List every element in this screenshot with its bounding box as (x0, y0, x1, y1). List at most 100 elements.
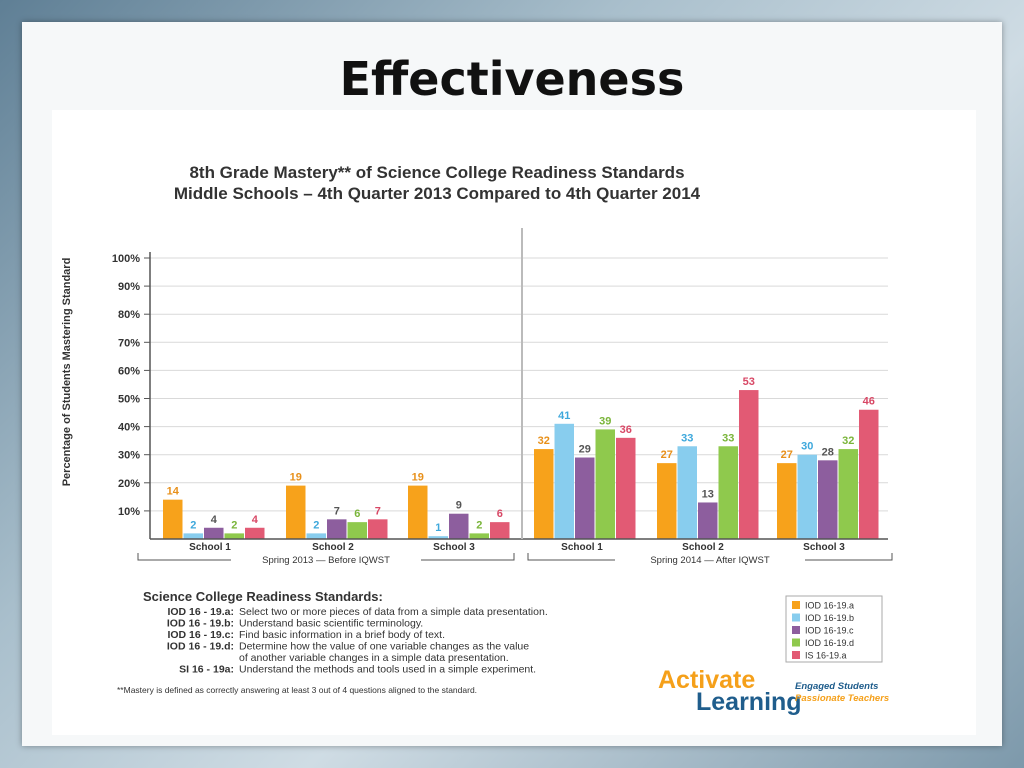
standard-code: SI 16 - 19a: (179, 664, 234, 676)
bar (718, 446, 738, 539)
legend-swatch (792, 601, 800, 609)
standards-title: Science College Readiness Standards: (143, 589, 383, 604)
y-tick-label: 30% (118, 450, 140, 462)
data-label: 19 (290, 472, 302, 484)
standard-code: IOD 16 - 19.c: (167, 629, 234, 641)
legend-label: IOD 16-19.a (805, 601, 854, 611)
y-tick-label: 40% (118, 422, 140, 434)
data-label: 33 (681, 432, 693, 444)
data-label: 6 (354, 508, 360, 520)
category-label: School 3 (803, 542, 845, 553)
standard-description: Understand the methods and tools used in… (239, 664, 536, 676)
y-tick-label: 90% (118, 281, 140, 293)
data-label: 33 (722, 432, 734, 444)
data-label: 41 (558, 410, 570, 422)
y-tick-label: 80% (118, 309, 140, 321)
bar (469, 533, 489, 539)
legend-label: IS 16-19.a (805, 651, 847, 661)
standard-description: Understand basic scientific terminology. (239, 618, 423, 630)
bar (698, 502, 718, 539)
legend-swatch (792, 613, 800, 622)
chart-subtitle: Middle Schools – 4th Quarter 2013 Compar… (174, 184, 701, 203)
logo-word-learning: Learning (696, 688, 802, 716)
bar (347, 522, 367, 539)
bar (818, 460, 838, 539)
data-label: 1 (435, 522, 441, 534)
legend-label: IOD 16-19.c (805, 626, 854, 636)
bar (777, 463, 797, 539)
bar (306, 533, 326, 539)
period-label: Spring 2013 — Before IQWST (262, 555, 390, 566)
legend-label: IOD 16-19.d (805, 638, 854, 648)
category-label: School 1 (561, 542, 603, 553)
bar (286, 485, 306, 539)
category-label: School 2 (682, 542, 724, 553)
logo-tagline-2: Passionate Teachers (795, 693, 889, 704)
y-tick-label: 50% (118, 394, 140, 406)
standard-description: Determine how the value of one variable … (239, 641, 529, 653)
bar (797, 454, 817, 539)
y-tick-label: 20% (118, 478, 140, 490)
legend-box (785, 595, 883, 663)
data-label: 36 (620, 424, 632, 436)
data-label: 2 (313, 519, 319, 531)
data-label: 27 (661, 449, 673, 461)
legend-label: IOD 16-19.b (805, 613, 854, 623)
data-label: 4 (252, 514, 259, 526)
standard-code: IOD 16 - 19.b: (167, 618, 234, 630)
legend-swatch (792, 638, 800, 647)
bar (490, 522, 510, 539)
data-label: 2 (476, 519, 482, 531)
legend-swatch (792, 626, 800, 634)
data-label: 19 (412, 472, 424, 484)
period-label-bg (231, 554, 421, 566)
standard-description: of another variable changes in a simple … (239, 652, 509, 664)
y-axis-label: Percentage of Students Mastering Standar… (61, 258, 73, 487)
data-label: 13 (702, 488, 714, 500)
period-label-bg (615, 554, 805, 566)
logo-word-activate: Activate (658, 666, 755, 694)
bar (449, 513, 469, 539)
bar (554, 423, 574, 539)
bar (838, 449, 858, 539)
data-label: 46 (863, 396, 875, 408)
category-label: School 2 (312, 542, 354, 553)
footnote: **Mastery is defined as correctly answer… (117, 685, 477, 695)
bar (657, 463, 677, 539)
bar (595, 429, 615, 539)
y-tick-label: 10% (118, 506, 140, 518)
bar (859, 409, 879, 539)
standard-description: Find basic information in a brief body o… (239, 629, 445, 641)
bar (739, 390, 759, 539)
chart-panel: 8th Grade Mastery** of Science College R… (52, 110, 976, 735)
bar (575, 457, 595, 539)
data-label: 39 (599, 415, 611, 427)
y-tick-label: 70% (118, 337, 140, 349)
slide: Effectiveness 8th Grade Mastery** of Sci… (22, 22, 1002, 746)
activate-learning-logo: Activate Learning Engaged Students Passi… (658, 666, 889, 716)
data-label: 7 (334, 505, 340, 517)
bar (245, 527, 265, 539)
data-label: 28 (822, 446, 834, 458)
bar (368, 519, 388, 539)
chart-title: 8th Grade Mastery** of Science College R… (189, 163, 684, 182)
logo-tagline-1: Engaged Students (795, 681, 878, 692)
chart-svg: 8th Grade Mastery** of Science College R… (61, 163, 893, 716)
bar (224, 533, 244, 539)
data-label: 2 (231, 519, 237, 531)
data-label: 4 (211, 514, 218, 526)
y-tick-label: 100% (112, 253, 140, 265)
standard-code: IOD 16 - 19.d: (167, 641, 234, 653)
data-label: 32 (842, 435, 854, 447)
bar (204, 527, 224, 539)
standard-description: Select two or more pieces of data from a… (239, 606, 548, 618)
standard-code: IOD 16 - 19.a: (167, 606, 234, 618)
data-label: 9 (456, 500, 462, 512)
data-label: 27 (781, 449, 793, 461)
bar (677, 446, 697, 539)
data-label: 53 (743, 376, 755, 388)
bar (408, 485, 428, 539)
slide-title: Effectiveness (339, 52, 685, 106)
category-label: School 1 (189, 542, 231, 553)
period-label: Spring 2014 — After IQWST (650, 555, 770, 566)
